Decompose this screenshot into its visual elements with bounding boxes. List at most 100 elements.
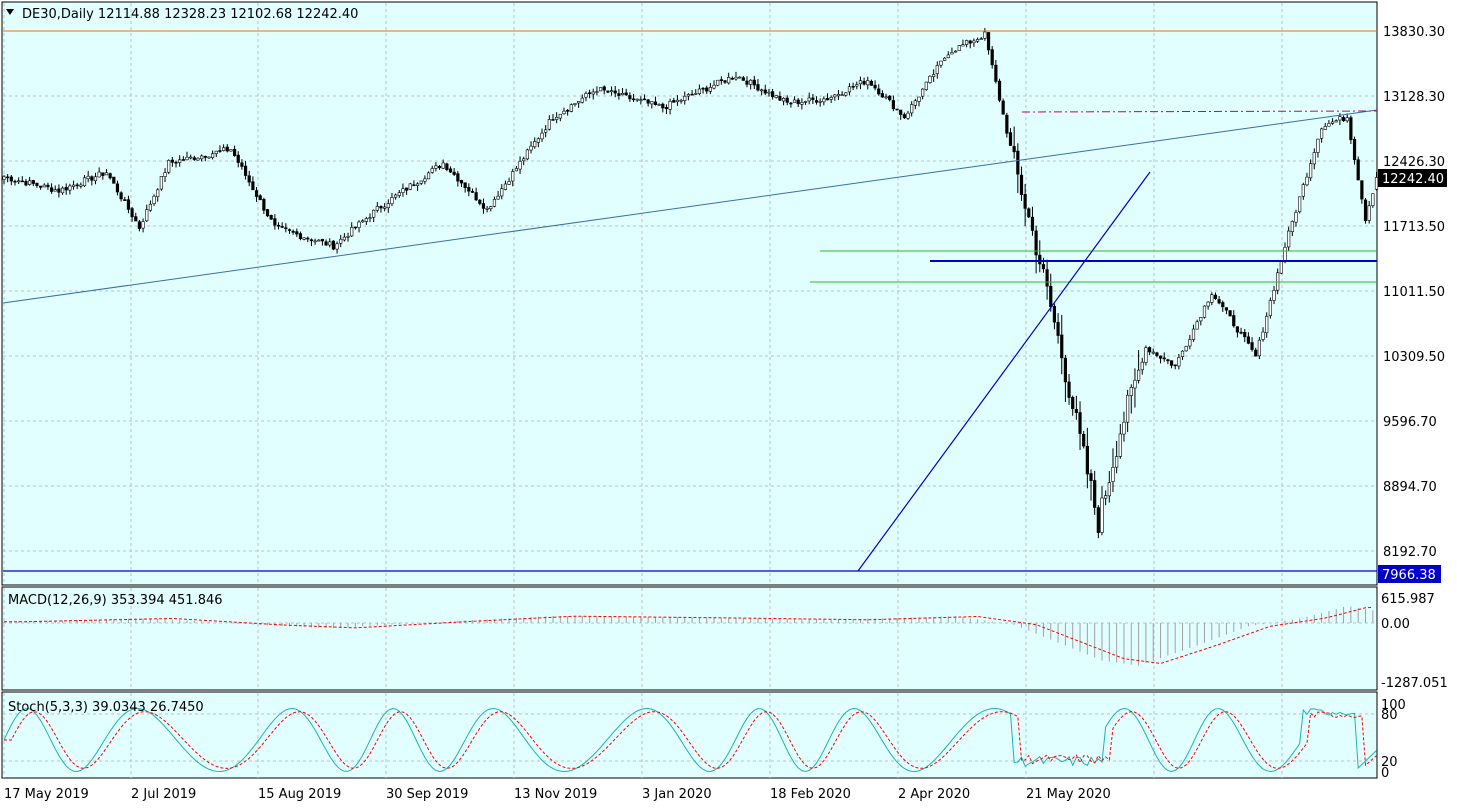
macd-panel-bg[interactable] (1, 586, 1378, 691)
candle-body (1093, 480, 1097, 508)
price-axis[interactable]: 13830.30 13128.30 12426.30 11713.50 1101… (1378, 25, 1447, 583)
candle-body (394, 194, 398, 198)
candle-body (562, 110, 566, 115)
candle-body (540, 132, 544, 140)
candle-body (1235, 326, 1240, 333)
stoch-panel-bg[interactable] (1, 691, 1378, 779)
candle-body (979, 38, 983, 40)
macd-signal-line (4, 606, 1373, 664)
candle-body (415, 183, 420, 186)
candle-body (1257, 339, 1261, 357)
candle-body (42, 184, 46, 188)
candle-body (426, 172, 431, 180)
candle-body (961, 44, 965, 47)
low-line-label: 7966.38 (1382, 568, 1436, 583)
candle-body (1144, 347, 1148, 363)
candle-body (657, 104, 661, 106)
candle-body (1078, 412, 1082, 434)
candle-body (866, 80, 870, 86)
candle-body (404, 187, 409, 191)
candle-body (606, 90, 610, 93)
candle-body (533, 141, 537, 148)
time-label: 15 Aug 2019 (258, 787, 341, 802)
candle-body (159, 176, 163, 190)
candle-body (1096, 507, 1100, 533)
candle-body (273, 218, 277, 226)
candle-body (1243, 331, 1247, 338)
candle-body (1008, 132, 1013, 146)
current-price-label: 12242.40 (1382, 172, 1444, 187)
candle-body (335, 243, 339, 250)
candle-body (803, 101, 808, 103)
stoch-signal-line (4, 711, 1377, 769)
candle-body (1334, 120, 1338, 123)
candle-body (112, 176, 116, 184)
candle-body (1173, 364, 1177, 367)
candle-body (1100, 497, 1104, 533)
candle-body (123, 199, 127, 201)
symbol-info: DE30,Daily 12114.88 12328.23 12102.68 12… (22, 7, 358, 22)
symbol-dropdown-icon[interactable] (6, 9, 14, 15)
candle-body (1360, 180, 1364, 200)
candle-body (950, 52, 954, 55)
candle-body (189, 156, 193, 159)
stoch-tick: 0 (1381, 766, 1389, 781)
time-label: 18 Feb 2020 (770, 787, 851, 802)
candle-body (163, 172, 167, 177)
candle-body (1338, 116, 1342, 121)
candle-body (1239, 331, 1243, 334)
candle-body (185, 156, 189, 161)
candle-body (240, 162, 244, 167)
candle-body (313, 240, 317, 243)
candle-body (1045, 269, 1049, 287)
main-panel-bg[interactable] (1, 1, 1378, 586)
candle-body (551, 119, 555, 121)
candle-body (1129, 386, 1133, 396)
candle-body (591, 91, 595, 95)
candle-body (566, 110, 570, 112)
candle-body (320, 238, 325, 242)
candle-body (339, 238, 343, 244)
candle-body (679, 99, 683, 102)
candle-body (258, 195, 262, 201)
low-line-label-bg (1378, 565, 1441, 583)
candle-body (598, 87, 603, 92)
candle-body (152, 195, 156, 204)
candle-body (635, 98, 639, 101)
candle-body (207, 156, 211, 159)
candle-body (968, 40, 972, 44)
candle-body (1261, 331, 1265, 340)
candle-body (211, 153, 215, 158)
candle-body (1272, 289, 1276, 301)
candle-body (745, 80, 749, 85)
candle-body (145, 209, 149, 222)
candle-body (602, 86, 606, 91)
candle-body (536, 138, 540, 143)
candle-body (68, 185, 72, 191)
candle-body (148, 203, 153, 211)
drawn-objects[interactable] (2, 30, 1378, 572)
candle-body (379, 206, 383, 209)
candle-body (822, 98, 826, 103)
candle-body (324, 241, 328, 246)
candle-body (342, 236, 346, 241)
time-axis[interactable]: 17 May 2019 2 Jul 2019 15 Aug 2019 30 Se… (4, 787, 1111, 802)
candle-body (126, 199, 131, 210)
candle-body (156, 189, 160, 197)
candle-body (1283, 246, 1287, 262)
candle-body (412, 184, 416, 187)
candle-body (1221, 302, 1225, 308)
candle-body (1052, 305, 1057, 323)
candle-body (939, 60, 943, 66)
candle-body (265, 209, 270, 217)
candle-body (946, 54, 950, 58)
candle-body (167, 160, 171, 173)
candle-body (778, 96, 782, 101)
candle-body (855, 84, 859, 87)
candle-body (770, 91, 775, 98)
candle-body (953, 50, 958, 53)
candle-body (631, 98, 636, 101)
candle-body (1184, 346, 1188, 352)
candle-body (222, 147, 226, 151)
